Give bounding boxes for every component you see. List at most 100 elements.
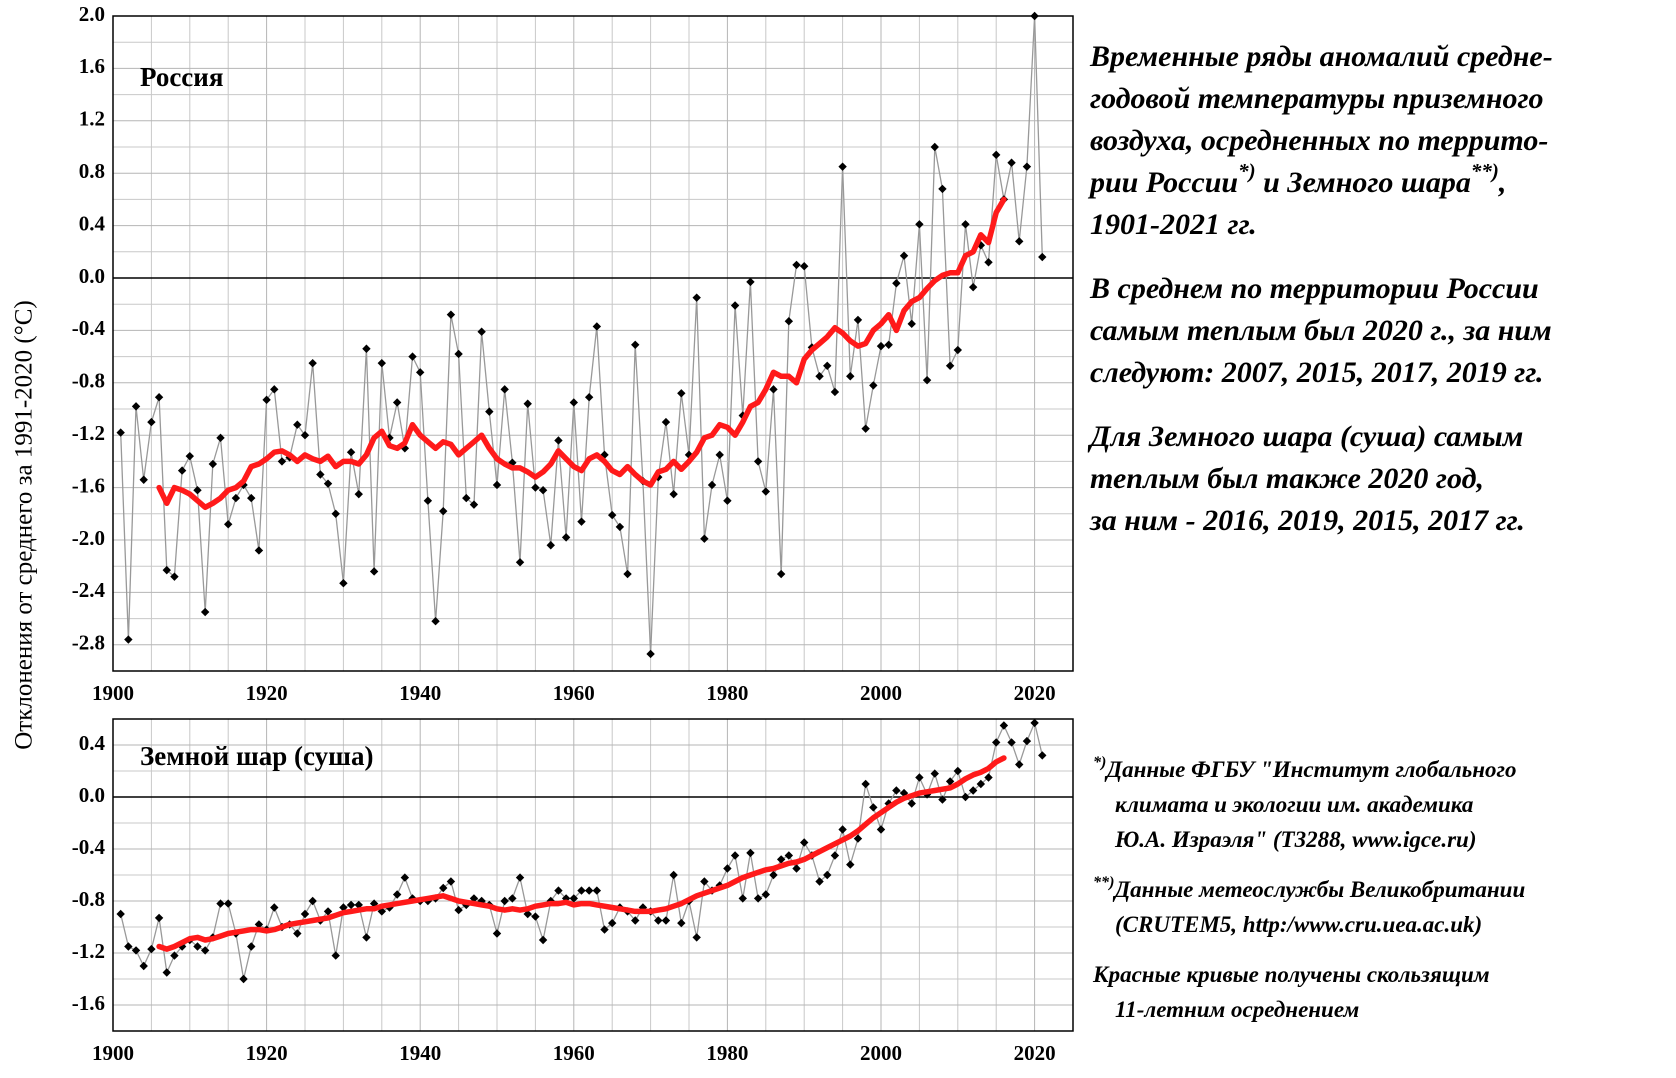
point-marker [362, 344, 371, 353]
text-segment: самым теплым был 2020 г., за ним [1090, 314, 1552, 347]
point-marker [569, 894, 578, 903]
point-marker [930, 142, 939, 152]
point-marker [584, 393, 594, 402]
point-marker [554, 436, 563, 445]
point-marker [792, 260, 801, 270]
point-marker [584, 886, 594, 895]
point-marker [392, 890, 402, 899]
note-line: В среднем по территории России [1089, 272, 1539, 305]
point-marker [631, 340, 640, 350]
point-marker [677, 389, 686, 398]
point-marker [277, 457, 287, 466]
point-marker [869, 803, 878, 812]
superscript: **) [1471, 159, 1499, 183]
note-line: 1901-2021 гг. [1090, 208, 1257, 241]
point-marker [746, 848, 755, 858]
point-marker [323, 907, 333, 916]
point-marker [953, 345, 962, 355]
point-marker [308, 896, 317, 906]
point-marker [661, 417, 671, 427]
point-marker [907, 799, 916, 808]
y-tick-label: -0.8 [72, 369, 105, 393]
y-tick-label: -1.2 [72, 939, 105, 963]
point-marker [592, 886, 602, 895]
point-marker [369, 899, 379, 908]
y-tick-label: -0.8 [72, 887, 105, 911]
smoothed-line [156, 755, 1007, 952]
point-marker [538, 486, 548, 495]
footnote-line: климата и экологии им. академика [1115, 792, 1473, 817]
point-marker [139, 961, 148, 971]
point-marker [400, 873, 410, 882]
point-marker [899, 788, 909, 798]
y-tick-label: 2.0 [79, 2, 105, 26]
point-marker [815, 372, 824, 381]
point-marker [968, 282, 978, 292]
point-marker [239, 480, 248, 490]
point-marker [331, 951, 340, 960]
point-marker [131, 402, 141, 411]
point-marker [270, 385, 279, 394]
point-marker [800, 262, 809, 271]
point-marker [546, 541, 555, 550]
x-tick-label: 1980 [706, 681, 748, 705]
point-marker [723, 496, 732, 505]
y-tick-label: -2.0 [72, 526, 105, 550]
point-marker [723, 864, 732, 873]
point-marker [830, 387, 840, 397]
point-marker [922, 375, 932, 385]
point-marker [531, 912, 540, 921]
point-marker [961, 792, 970, 802]
point-marker [170, 572, 179, 581]
note-line: за ним - 2016, 2019, 2015, 2017 гг. [1089, 504, 1525, 537]
point-marker [500, 896, 509, 906]
point-marker [976, 779, 986, 789]
point-marker [646, 649, 655, 659]
point-marker [800, 838, 809, 847]
point-marker [984, 258, 993, 267]
point-marker [907, 319, 916, 329]
point-marker [853, 834, 863, 843]
point-marker [200, 607, 210, 617]
point-marker [769, 385, 778, 394]
point-marker [961, 220, 970, 229]
point-marker [224, 520, 233, 529]
point-marker [815, 877, 824, 886]
y-tick-label: 0.0 [79, 264, 105, 288]
note-line: теплым был также 2020 год, [1090, 462, 1484, 495]
footnote-line: (CRUTEM5, http:/www.cru.uea.ac.uk) [1115, 912, 1482, 937]
point-marker [469, 500, 479, 509]
text-segment: климата и экологии им. академика [1115, 792, 1473, 817]
text-segment: теплым был также 2020 год, [1090, 462, 1484, 495]
point-marker [753, 457, 763, 466]
superscript: *) [1093, 754, 1106, 771]
point-marker [869, 381, 878, 390]
text-segment: Данные метеослужбы Великобритании [1112, 877, 1525, 902]
y-tick-label: -1.2 [72, 421, 105, 445]
point-marker [669, 489, 678, 499]
x-tick-label: 1980 [706, 1041, 748, 1065]
y-tick-label: -0.4 [72, 316, 106, 340]
point-marker [162, 968, 171, 977]
point-marker [293, 929, 302, 938]
point-marker [1007, 158, 1016, 167]
text-segment: , [1498, 166, 1507, 199]
point-marker [692, 293, 701, 302]
y-tick-label: -1.6 [72, 991, 105, 1015]
point-marker [185, 451, 194, 461]
y-tick-label: -2.8 [72, 631, 105, 655]
point-marker [669, 870, 678, 880]
point-marker [446, 310, 456, 319]
point-marker [700, 877, 709, 886]
point-marker [884, 340, 893, 350]
text-segment: В среднем по территории России [1089, 272, 1539, 305]
note-line: годовой температуры приземного [1090, 82, 1544, 115]
point-marker [738, 894, 747, 903]
point-marker [531, 483, 540, 492]
point-marker [515, 873, 525, 882]
point-marker [577, 886, 586, 895]
point-marker [193, 486, 202, 495]
point-marker [247, 942, 256, 951]
